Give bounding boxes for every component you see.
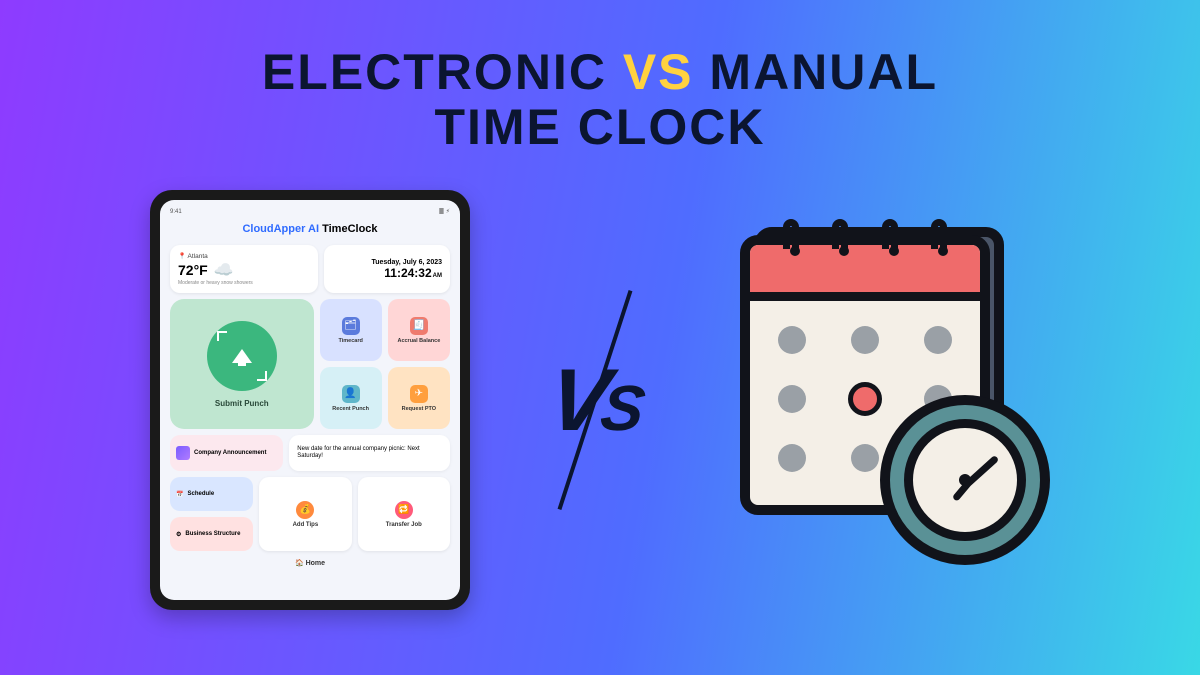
tile-icon: 🧾 [410, 317, 428, 335]
calendar-clock-graphic [720, 235, 1050, 565]
calendar-dot [778, 444, 806, 472]
tile-label: Request PTO [402, 406, 436, 412]
brand-name: CloudApper [242, 223, 305, 235]
announcement-body: New date for the annual company picnic: … [289, 435, 450, 471]
title-word-manual: MANUAL [694, 44, 939, 100]
add-tips-label: Add Tips [293, 522, 319, 528]
date-card: Tuesday, July 6, 2023 11:24:32AM [324, 245, 450, 293]
clock-center [959, 474, 971, 486]
announcement-row: Company Announcement New date for the an… [170, 435, 450, 471]
home-button[interactable]: 🏠 Home [170, 559, 450, 567]
current-date: Tuesday, July 6, 2023 [332, 259, 442, 266]
tile-icon: 👤 [342, 385, 360, 403]
title-word-vs: VS [623, 44, 694, 100]
action-tiles-grid: 🗂 Timecard 🧾 Accrual Balance 👤 Recent Punch ✈ R… [320, 299, 450, 429]
weather-location: 📍 Atlanta [178, 252, 310, 260]
current-time: 11:24:32 [384, 266, 431, 280]
info-row: 📍 Atlanta 72°F ☁️ Moderate or heavy snow… [170, 245, 450, 293]
tile-timecard[interactable]: 🗂 Timecard [320, 299, 382, 361]
announcement-title: Company Announcement [194, 450, 266, 457]
product-name: TimeClock [322, 223, 377, 235]
add-tips-tile[interactable]: 💰 Add Tips [259, 477, 351, 551]
submit-punch-label: Submit Punch [215, 399, 269, 408]
calendar-ring [882, 219, 898, 249]
calendar-dot [851, 444, 879, 472]
page-title: ELECTRONIC VS MANUAL TIME CLOCK [262, 45, 938, 155]
megaphone-icon [176, 446, 190, 460]
weather-temp: 72°F [178, 262, 208, 278]
submit-punch-card[interactable]: Submit Punch [170, 299, 314, 429]
submit-punch-button[interactable] [207, 321, 277, 391]
clock-icon [880, 395, 1050, 565]
vs-divider: VS [525, 300, 665, 500]
transfer-icon: 🔁 [395, 501, 413, 519]
tile-icon: ✈ [410, 385, 428, 403]
tips-icon: 💰 [296, 501, 314, 519]
transfer-job-tile[interactable]: 🔁 Transfer Job [358, 477, 450, 551]
calendar-dot [924, 326, 952, 354]
main-row: Submit Punch 🗂 Timecard 🧾 Accrual Balance 👤 R… [170, 299, 450, 429]
bottom-grid: 📅 Schedule 💰 Add Tips 🔁 Transfer Job ⚙ B… [170, 477, 450, 551]
calendar-ring [832, 219, 848, 249]
structure-icon: ⚙ [176, 531, 181, 538]
calendar-dot [851, 385, 879, 413]
calendar-dot [778, 385, 806, 413]
time-ampm: AM [433, 273, 442, 279]
transfer-job-label: Transfer Job [386, 522, 422, 528]
announcement-header: Company Announcement [170, 435, 283, 471]
tablet-screen: 9:41䷀ ⚡︎ CloudApper AI TimeClock 📍 Atlan… [160, 200, 460, 600]
weather-card: 📍 Atlanta 72°F ☁️ Moderate or heavy snow… [170, 245, 318, 293]
title-line2: TIME CLOCK [262, 100, 938, 155]
upload-icon [232, 349, 252, 363]
tile-request-pto[interactable]: ✈ Request PTO [388, 367, 450, 429]
tile-recent-punch[interactable]: 👤 Recent Punch [320, 367, 382, 429]
tablet-device: 9:41䷀ ⚡︎ CloudApper AI TimeClock 📍 Atlan… [150, 190, 470, 610]
title-word-electronic: ELECTRONIC [262, 44, 623, 100]
vs-text: VS [543, 349, 647, 451]
content-row: 9:41䷀ ⚡︎ CloudApper AI TimeClock 📍 Atlan… [150, 190, 1050, 610]
schedule-tile[interactable]: 📅 Schedule [170, 477, 253, 511]
app-header: CloudApper AI TimeClock [170, 223, 450, 235]
tile-accrual-balance[interactable]: 🧾 Accrual Balance [388, 299, 450, 361]
tile-icon: 🗂 [342, 317, 360, 335]
business-structure-tile[interactable]: ⚙ Business Structure [170, 517, 253, 551]
weather-icon: ☁️ [214, 260, 234, 280]
calendar-ring [931, 219, 947, 249]
tablet-statusbar: 9:41䷀ ⚡︎ [170, 208, 450, 215]
tile-label: Accrual Balance [397, 338, 440, 344]
clock-face [904, 419, 1026, 541]
calendar-dot [851, 326, 879, 354]
business-structure-label: Business Structure [185, 531, 240, 537]
schedule-label: Schedule [187, 491, 214, 497]
calendar-rings [750, 219, 980, 249]
brand-ai: AI [305, 223, 322, 235]
weather-desc: Moderate or heavy snow showers [178, 280, 310, 286]
tile-label: Timecard [338, 338, 362, 344]
calendar-ring [783, 219, 799, 249]
calendar-icon: 📅 [176, 491, 183, 498]
tile-label: Recent Punch [332, 406, 369, 412]
calendar-dot [778, 326, 806, 354]
